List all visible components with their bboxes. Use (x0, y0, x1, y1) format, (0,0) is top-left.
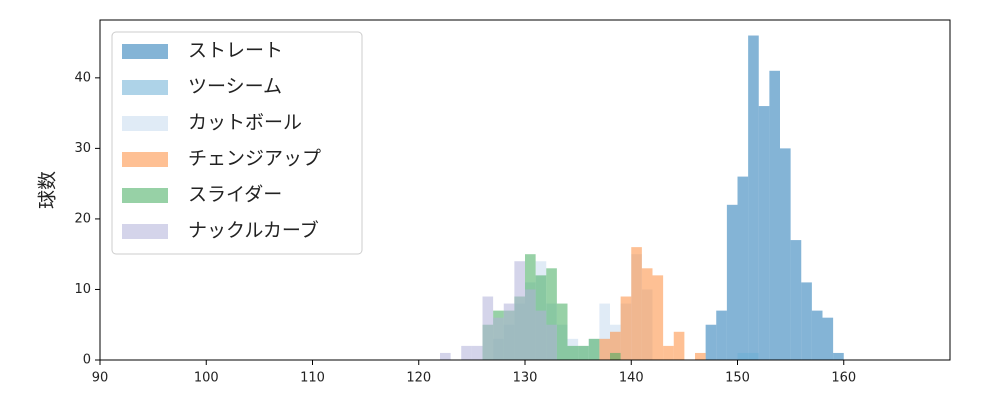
bar (556, 303, 568, 360)
bar (780, 148, 791, 360)
y-tick-label: 20 (74, 211, 91, 226)
bar (514, 261, 525, 360)
bar (631, 247, 642, 360)
y-tick-label: 30 (74, 141, 91, 156)
bar (482, 296, 494, 360)
bar (673, 331, 685, 360)
bar (578, 345, 589, 360)
legend-label: カットボール (188, 112, 302, 134)
legend-label: ナックルカーブ (188, 219, 319, 242)
legend-label: ストレート (188, 40, 283, 62)
y-tick-label: 0 (83, 353, 91, 368)
bar (546, 268, 557, 360)
bar (758, 106, 770, 360)
bar (641, 268, 653, 360)
bar (737, 352, 749, 360)
x-tick-label: 150 (725, 371, 750, 386)
bar (440, 352, 451, 360)
bar (769, 70, 780, 360)
x-tick-label: 120 (406, 371, 431, 386)
legend-label: チェンジアップ (188, 148, 321, 170)
x-tick-label: 110 (300, 371, 325, 386)
legend-swatch (122, 80, 168, 95)
bar (748, 35, 759, 360)
bar (546, 324, 557, 360)
legend-swatch (122, 188, 168, 203)
x-tick-label: 130 (513, 371, 538, 386)
legend-frame (111, 31, 363, 255)
legend-swatch (122, 224, 168, 239)
bar (833, 352, 844, 360)
bar (503, 303, 515, 360)
legend-swatch (122, 44, 168, 59)
y-tick-label: 40 (74, 70, 91, 85)
bar (588, 338, 600, 360)
x-tick-label: 160 (831, 371, 856, 386)
x-tick-label: 100 (194, 371, 219, 386)
legend-swatch (122, 152, 168, 167)
bar (599, 338, 610, 360)
legend-label: ツーシーム (188, 76, 282, 98)
bar (599, 303, 610, 360)
bar (790, 240, 802, 360)
bar (471, 345, 483, 360)
y-axis-label: 球数 (37, 171, 59, 209)
bar (801, 282, 812, 360)
bar (663, 345, 674, 360)
bar (525, 289, 536, 360)
x-tick-label: 90 (92, 371, 109, 386)
bar (567, 345, 579, 360)
bar (737, 176, 749, 360)
bar (811, 310, 823, 360)
bar (726, 204, 738, 360)
bar (748, 352, 759, 360)
bar (610, 352, 621, 360)
bar (461, 345, 472, 360)
legend-label: スライダー (188, 184, 282, 206)
bar (716, 310, 727, 360)
bar (822, 317, 834, 360)
x-tick-label: 140 (619, 371, 644, 386)
legend-swatch (122, 116, 168, 131)
bar (695, 352, 706, 360)
y-tick-label: 10 (74, 282, 91, 297)
bar (535, 310, 547, 360)
bar (705, 324, 717, 360)
bar (620, 296, 632, 360)
bar (652, 275, 664, 360)
bar (610, 331, 621, 360)
bar (493, 317, 504, 360)
